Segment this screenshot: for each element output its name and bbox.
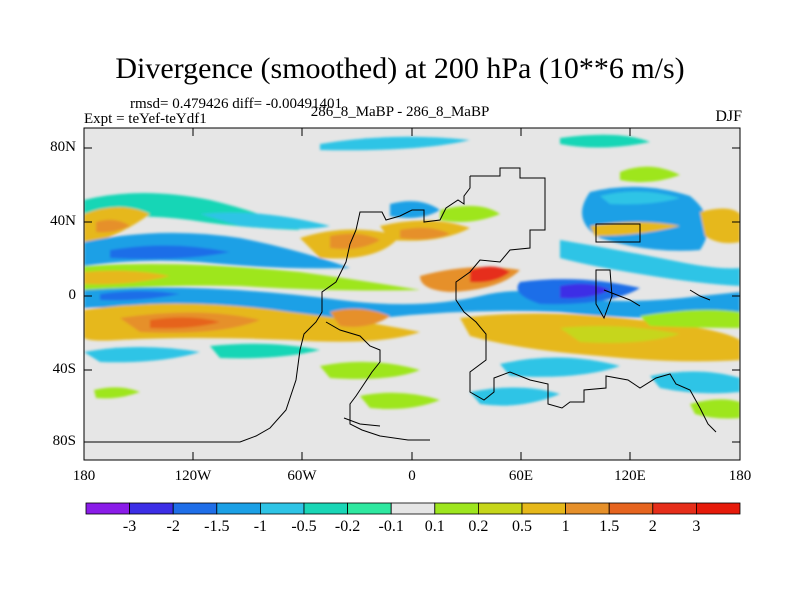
axis-ticks [84,128,740,460]
colorbar-swatch [696,502,741,515]
coastlines [84,167,717,443]
colorbar-swatch [216,502,261,515]
lat-tick-40s: 40S [52,361,76,377]
colorbar-label: -1 [253,518,268,535]
colorbar-label: 0.2 [468,518,489,535]
lat-tick-80s: 80S [52,433,76,449]
colorbar-label: -2 [166,518,180,535]
lon-tick-180w: 180 [72,468,96,484]
contour-fills [84,134,740,419]
colorbar-swatch [521,502,566,515]
lat-tick-80n: 80N [50,139,76,155]
colorbar-label: -0.5 [291,518,317,535]
colorbar-swatch [434,502,479,515]
experiment-label: Expt = teYef-teYdf1 [84,111,207,127]
colorbar [85,502,741,515]
colorbar-label: 1 [561,518,570,535]
colorbar-label: 1.5 [599,518,620,535]
lon-tick-120w: 120W [174,468,212,484]
colorbar-swatch [259,502,305,515]
colorbar-label: 3 [692,518,701,535]
lon-tick-180e: 180 [728,468,752,484]
stats-line: rmsd= 0.479426 diff= -0.00491401 [130,96,343,112]
colorbar-swatch [608,502,654,515]
colorbar-label: 0.5 [512,518,532,535]
colorbar-swatch [172,502,218,515]
colorbar-label: 0.1 [424,518,445,535]
lon-tick-0: 0 [408,468,416,484]
comparison-label: 286_8_MaBP - 286_8_MaBP [310,104,490,120]
colorbar-label: 2 [648,518,657,535]
lon-tick-120e: 120E [614,468,646,484]
season-label: DJF [715,108,742,125]
colorbar-swatch [303,502,348,515]
colorbar-label: -0.2 [334,518,361,535]
colorbar-label: -0.1 [378,518,404,535]
colorbar-swatch [565,502,610,515]
colorbar-swatch [477,502,523,515]
colorbar-swatch [347,502,392,515]
colorbar-label: -3 [122,518,137,535]
lon-tick-60e: 60E [508,468,534,484]
lat-tick-40n: 40N [50,213,76,229]
colorbar-swatch [129,502,174,515]
colorbar-label: -1.5 [204,518,230,535]
colorbar-swatch [390,502,436,515]
plot-title: Divergence (smoothed) at 200 hPa (10**6 … [115,52,685,85]
lon-tick-60w: 60W [287,468,317,484]
colorbar-swatch [85,502,130,515]
lat-tick-0: 0 [68,287,77,303]
colorbar-swatch [652,502,697,515]
